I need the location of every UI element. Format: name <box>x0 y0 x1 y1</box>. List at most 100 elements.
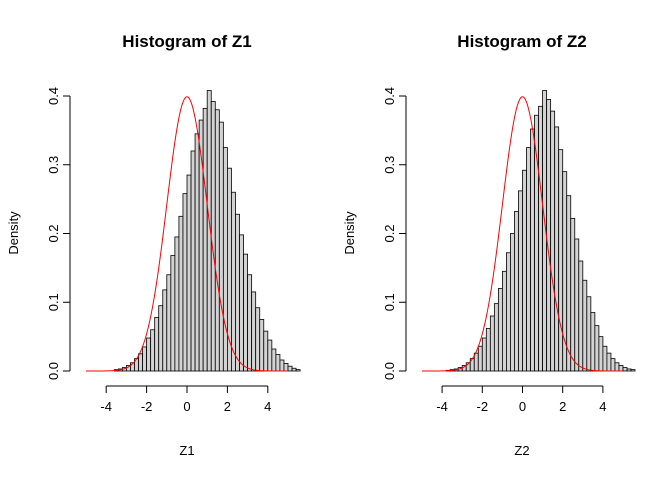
histogram-bar <box>174 236 180 372</box>
histogram-bar <box>554 126 560 372</box>
histogram-bar <box>275 354 281 372</box>
y-tick-label: 0.2 <box>46 224 61 242</box>
histogram-bar <box>259 319 265 372</box>
histogram-bar <box>526 147 531 372</box>
histogram-bar <box>291 367 297 372</box>
histogram-bar <box>506 252 511 372</box>
x-tick-label: 2 <box>559 399 566 414</box>
histogram-bar <box>481 337 487 372</box>
histogram-bar <box>477 345 483 372</box>
x-tick-label: 0 <box>519 399 526 414</box>
histogram-bar <box>214 109 220 372</box>
histogram-bar <box>279 359 285 372</box>
y-tick-label: 0.4 <box>46 87 61 105</box>
histogram-bar <box>283 363 289 372</box>
histogram-panel-z1: Histogram of Z1 -4 -2 0 2 4 0.00.10.20.30.4 … <box>6 32 301 458</box>
histogram-bar <box>538 105 544 372</box>
histogram-bar <box>598 336 604 372</box>
y-tick-label: 0.4 <box>382 87 397 105</box>
bars <box>113 90 301 372</box>
chart-title: Histogram of Z2 <box>457 32 586 51</box>
histogram-bar <box>586 296 592 372</box>
histogram-bar <box>630 369 636 372</box>
histogram-bar <box>606 352 612 372</box>
histogram-bar <box>590 312 596 372</box>
histogram-bar <box>566 195 572 372</box>
histogram-bar <box>546 99 552 372</box>
histogram-bar <box>170 255 176 372</box>
histogram-bar <box>178 215 184 372</box>
histogram-bar <box>218 121 224 372</box>
histogram-bar <box>618 365 624 372</box>
histogram-bar <box>267 339 273 372</box>
histogram-bar <box>489 315 495 372</box>
histogram-bar <box>497 288 503 372</box>
chart-title: Histogram of Z1 <box>122 32 251 51</box>
y-axis-label: Density <box>6 211 21 255</box>
histogram-bar <box>162 289 168 372</box>
histogram-bar <box>186 174 192 372</box>
y-axis-label: Density <box>342 211 357 255</box>
histogram-bar <box>166 274 172 372</box>
y-tick-label: 0.3 <box>382 156 397 174</box>
histogram-bar <box>231 191 236 372</box>
histogram-bar <box>142 346 147 372</box>
histogram-bar <box>287 365 293 372</box>
x-tick-label: 4 <box>599 399 606 414</box>
histogram-bar <box>578 260 584 372</box>
x-tick-label: -4 <box>436 399 448 414</box>
histogram-bar <box>154 316 160 372</box>
y-tick-label: 0.0 <box>46 362 61 380</box>
histogram-bar <box>622 367 628 372</box>
histogram-bar <box>610 358 616 372</box>
histogram-bar <box>558 149 564 372</box>
bars <box>445 90 636 372</box>
histogram-bar <box>518 190 523 372</box>
x-ticks: -4 -2 0 2 4 <box>100 386 271 414</box>
histogram-bar <box>602 345 608 372</box>
histogram-bar <box>251 291 257 372</box>
histogram-bar <box>190 150 196 372</box>
histogram-bar <box>514 211 519 372</box>
histogram-bar <box>550 110 556 372</box>
density-curve <box>422 96 623 372</box>
x-tick-label: -4 <box>100 399 112 414</box>
histogram-bar <box>210 101 216 372</box>
density-curve <box>86 96 288 372</box>
histogram-bar <box>614 362 620 372</box>
histogram-bar <box>626 368 632 372</box>
x-axis-label: Z2 <box>514 443 529 458</box>
x-ticks: -4 -2 0 2 4 <box>436 386 607 414</box>
y-tick-label: 0.1 <box>382 293 397 311</box>
histogram-bar <box>570 217 576 372</box>
histogram-bar <box>255 307 261 372</box>
histogram-bar <box>473 352 479 372</box>
histogram-bar <box>239 234 244 372</box>
histogram-bar <box>158 305 164 372</box>
x-tick-label: 0 <box>183 399 190 414</box>
y-tick-label: 0.0 <box>382 362 397 380</box>
histogram-bar <box>235 213 240 372</box>
histogram-bar <box>522 169 527 372</box>
histogram-bar <box>501 270 507 372</box>
y-ticks: 0.0 0.1 0.2 0.3 0.4 <box>382 87 406 380</box>
histogram-panel-z2: Histogram of Z2 -4 -2 0 2 4 0.00.10.20.30.4 … <box>342 32 636 458</box>
histogram-bar <box>194 133 200 372</box>
x-tick-label: -2 <box>477 399 489 414</box>
histogram-bar <box>263 330 269 372</box>
histogram-bar <box>271 348 277 372</box>
histogram-bar <box>146 337 152 372</box>
histogram-bar <box>243 253 248 372</box>
y-tick-label: 0.3 <box>46 156 61 174</box>
x-tick-label: 4 <box>264 399 271 414</box>
histogram-bar <box>493 303 499 372</box>
histogram-bar <box>530 128 535 372</box>
y-tick-label: 0.2 <box>382 224 397 242</box>
histogram-bar <box>485 327 491 372</box>
histogram-bar <box>594 325 600 372</box>
histogram-bar <box>574 238 580 372</box>
x-tick-label: 2 <box>224 399 231 414</box>
histogram-bar <box>138 353 143 372</box>
histogram-bar <box>510 233 515 372</box>
